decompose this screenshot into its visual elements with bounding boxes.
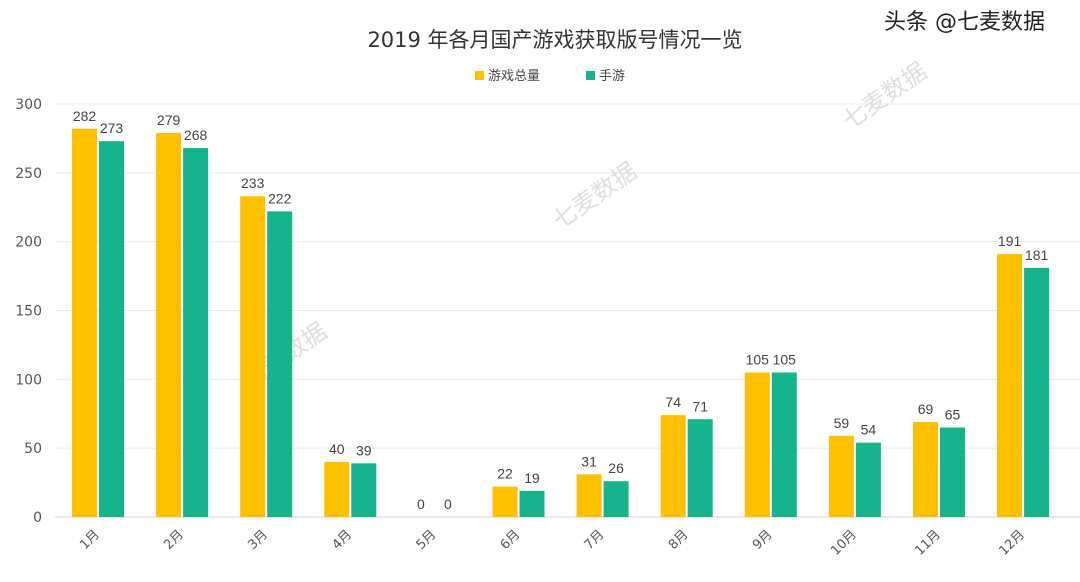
bar-total <box>828 435 854 517</box>
legend-swatch <box>586 71 596 80</box>
x-tick-label: 6月 <box>498 527 524 553</box>
data-label: 65 <box>945 407 961 423</box>
y-tick-label: 150 <box>15 304 42 320</box>
bar-mobile <box>771 372 797 517</box>
bar-mobile <box>1024 267 1050 517</box>
y-tick-label: 50 <box>24 441 42 457</box>
data-label: 40 <box>329 441 345 457</box>
x-tick-label: 3月 <box>245 527 271 553</box>
x-tick-label: 9月 <box>750 527 776 553</box>
y-tick-label: 250 <box>15 166 42 182</box>
bar-total <box>744 372 770 517</box>
data-label: 54 <box>861 422 877 438</box>
bar-mobile <box>940 427 965 517</box>
data-label: 31 <box>581 453 597 469</box>
bar-total <box>72 128 97 517</box>
x-tick-label: 1月 <box>77 527 103 553</box>
bar-mobile <box>267 211 293 517</box>
y-tick-label: 0 <box>33 510 42 526</box>
data-label: 0 <box>444 496 452 512</box>
data-label: 22 <box>497 466 513 482</box>
bar-total <box>240 196 266 517</box>
bar-total <box>660 415 686 517</box>
legend-swatch <box>475 71 484 80</box>
chart-title: 2019 年各月国产游戏获取版号情况一览 <box>367 28 743 52</box>
data-label: 69 <box>918 401 934 417</box>
data-label: 71 <box>692 398 708 414</box>
data-label: 0 <box>417 496 425 512</box>
data-label: 59 <box>834 415 850 431</box>
bar-mobile <box>855 442 881 517</box>
x-tick-label: 11月 <box>912 527 943 558</box>
bar-mobile <box>603 481 629 517</box>
bar-mobile <box>687 419 713 517</box>
bar-total <box>997 254 1023 517</box>
data-label: 181 <box>1025 247 1049 263</box>
data-label: 191 <box>998 233 1022 249</box>
bar-mobile <box>183 148 209 517</box>
x-tick-label: 10月 <box>828 527 859 558</box>
legend: 游戏总量 手游 <box>475 65 625 84</box>
data-label: 19 <box>524 470 540 486</box>
bar-total <box>913 422 938 517</box>
bar-mobile <box>519 490 545 517</box>
data-label: 268 <box>184 127 208 143</box>
watermark-badge: 头条 @七麦数据 <box>884 10 1045 35</box>
bar-mobile <box>99 141 124 518</box>
legend-item-total: 游戏总量 <box>475 65 540 84</box>
watermark-text: 七麦数据 <box>837 57 932 135</box>
x-tick-label: 5月 <box>414 527 440 553</box>
data-label: 26 <box>608 460 624 476</box>
x-tick-label: 2月 <box>161 527 187 553</box>
data-label: 39 <box>356 442 372 458</box>
data-label: 273 <box>100 120 124 136</box>
data-label: 282 <box>73 108 97 124</box>
bar-total <box>156 132 182 517</box>
y-tick-label: 300 <box>15 97 42 113</box>
x-tick-label: 8月 <box>666 527 692 553</box>
data-label: 279 <box>157 112 181 128</box>
y-tick-label: 100 <box>15 372 42 388</box>
watermark-text: 七麦数据 <box>547 157 642 235</box>
x-tick-label: 4月 <box>329 527 355 553</box>
y-tick-label: 200 <box>15 235 42 251</box>
x-tick-label: 12月 <box>996 527 1027 558</box>
x-tick-label: 7月 <box>582 527 608 553</box>
bar-total <box>576 474 602 517</box>
data-label: 105 <box>746 351 770 367</box>
bar-mobile <box>351 463 377 517</box>
data-label: 105 <box>773 351 797 367</box>
legend-item-mobile: 手游 <box>586 65 625 84</box>
data-label: 233 <box>241 175 265 191</box>
bar-total <box>492 486 518 517</box>
data-label: 74 <box>665 394 681 410</box>
bar-total <box>324 461 350 517</box>
data-label: 222 <box>268 190 292 206</box>
